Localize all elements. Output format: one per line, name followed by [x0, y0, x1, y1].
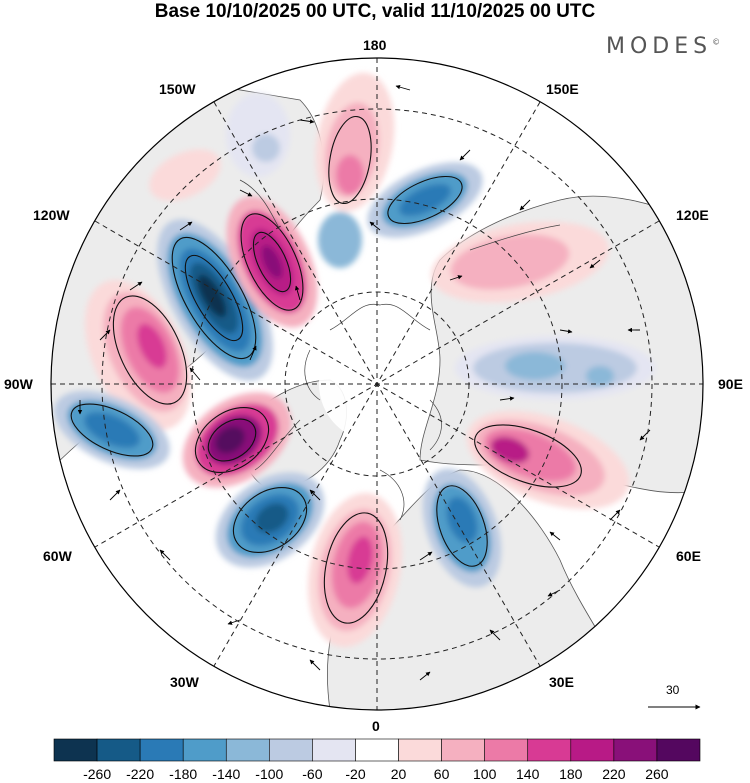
colorbar-tick-label: 20: [390, 766, 407, 782]
lon-label-120w: 120W: [33, 207, 70, 223]
anomaly-shading: [54, 72, 655, 647]
colorbar-tick-label: -140: [212, 766, 241, 782]
colorbar-swatch: [613, 738, 658, 762]
colorbar-swatch: [656, 738, 701, 762]
colorbar-tick-label: -60: [302, 766, 323, 782]
colorbar-swatch: [355, 738, 399, 762]
colorbar: [53, 738, 701, 762]
lon-label-30e: 30E: [549, 674, 574, 690]
colorbar-tick-label: 260: [645, 766, 669, 782]
colorbar-swatch: [225, 738, 270, 762]
colorbar-swatch: [269, 738, 313, 762]
logo-text: MODES: [606, 34, 713, 59]
contour-lines: [70, 115, 582, 624]
colorbar-swatch: [441, 738, 485, 762]
lon-label-150e: 150E: [546, 81, 579, 97]
wind-vectors: [77, 84, 651, 681]
map-disc: [51, 58, 703, 710]
colorbar-tick-label: 220: [602, 766, 626, 782]
copyright-mark: ©: [712, 37, 721, 47]
colorbar-swatch: [398, 738, 442, 762]
colorbar-tick-label: 180: [559, 766, 583, 782]
colorbar-swatch: [139, 738, 184, 762]
lon-label-30w: 30W: [170, 674, 199, 690]
colorbar-swatch: [484, 738, 529, 762]
lon-label-90e: 90E: [718, 376, 743, 392]
colorbar-tick-label: -100: [255, 766, 284, 782]
lon-label-120e: 120E: [676, 207, 709, 223]
colorbar-tick-label: 60: [433, 766, 450, 782]
lon-label-60w: 60W: [43, 548, 72, 564]
modes-logo: MODES©: [606, 34, 720, 59]
lon-label-90w: 90W: [4, 376, 33, 392]
lon-label-150w: 150W: [159, 81, 196, 97]
map-title: Base 10/10/2025 00 UTC, valid 11/10/2025…: [154, 1, 596, 22]
colorbar-swatch: [53, 738, 98, 762]
colorbar-tick-label: -260: [83, 766, 112, 782]
colorbar-swatch: [182, 738, 227, 762]
colorbar-tick-label: 100: [473, 766, 497, 782]
reference-vector-label: 30: [666, 683, 680, 697]
lon-label-60e: 60E: [676, 548, 701, 564]
colorbar-swatch: [96, 738, 141, 762]
colorbar-swatch: [527, 738, 572, 762]
lon-label-180: 180: [363, 37, 387, 53]
colorbar-tick-label: -180: [169, 766, 198, 782]
colorbar-tick-label: 140: [516, 766, 540, 782]
lon-label-0: 0: [372, 718, 380, 734]
colorbar-tick-label: -20: [345, 766, 366, 782]
graticule: [51, 58, 703, 710]
map-border: [50, 57, 704, 711]
colorbar-swatch: [570, 738, 615, 762]
colorbar-swatch: [312, 738, 356, 762]
colorbar-tick-label: -220: [126, 766, 155, 782]
